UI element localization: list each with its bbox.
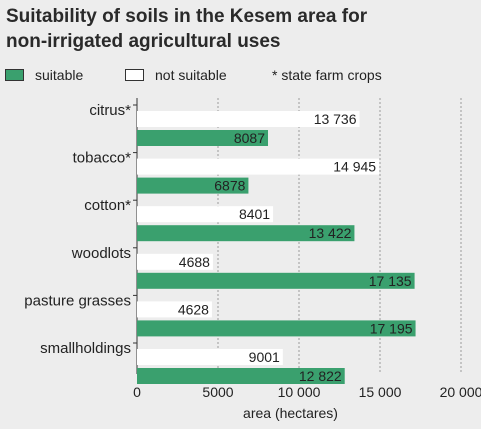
category-label: smallholdings: [40, 340, 131, 357]
legend-label-suitable: suitable: [35, 67, 84, 83]
value-label-not-suitable: 9001: [249, 349, 280, 365]
bar-not-suitable: [137, 301, 212, 318]
value-label-suitable: 13 422: [309, 225, 352, 241]
bar-not-suitable: [137, 158, 380, 175]
bar-not-suitable: [137, 111, 360, 127]
x-tick-label: 20 000: [440, 384, 481, 400]
chart-title: Suitability of soils in the Kesem area f…: [6, 4, 476, 54]
x-axis-title: area (hectares): [243, 405, 338, 421]
category-label: citrus*: [89, 102, 131, 119]
legend-note-state-farm: * state farm crops: [272, 67, 382, 83]
value-label-suitable: 17 135: [369, 273, 412, 289]
bar-not-suitable: [137, 349, 283, 365]
value-label-not-suitable: 4628: [178, 301, 209, 317]
bar-suitable: [137, 177, 249, 194]
bar-not-suitable: [137, 206, 274, 223]
chart-title-line-2: non-irrigated agricultural uses: [6, 31, 281, 52]
x-tick-label: 5000: [202, 384, 233, 400]
legend-swatch-not-suitable: [125, 69, 144, 81]
value-label-not-suitable: 13 736: [314, 111, 357, 127]
value-label-suitable: 6878: [214, 178, 245, 194]
chart-title-line-1: Suitability of soils in the Kesem area f…: [6, 6, 368, 27]
legend-swatch-suitable: [5, 69, 24, 81]
value-label-suitable: 12 822: [299, 368, 342, 384]
category-label: tobacco*: [73, 150, 132, 167]
value-label-not-suitable: 14 945: [333, 159, 376, 175]
bar-suitable: [137, 130, 269, 146]
bar-not-suitable: [137, 253, 213, 270]
value-label-not-suitable: 4688: [179, 254, 210, 270]
category-label: woodlots: [71, 245, 131, 262]
bar-suitable: [137, 368, 345, 384]
value-label-suitable: 8087: [234, 130, 265, 146]
value-label-not-suitable: 8401: [239, 206, 270, 222]
bar-suitable: [137, 272, 415, 289]
bar-suitable: [137, 225, 355, 242]
x-tick-label: 0: [133, 384, 141, 400]
x-tick-label: 15 000: [359, 384, 402, 400]
bar-suitable: [137, 320, 416, 337]
legend: suitable not suitable * state farm crops: [0, 67, 481, 87]
value-label-suitable: 17 195: [370, 320, 413, 336]
category-label: cotton*: [84, 197, 131, 214]
category-label: pasture grasses: [24, 292, 131, 309]
x-tick-label: 10 000: [278, 384, 321, 400]
legend-label-not-suitable: not suitable: [155, 67, 227, 83]
